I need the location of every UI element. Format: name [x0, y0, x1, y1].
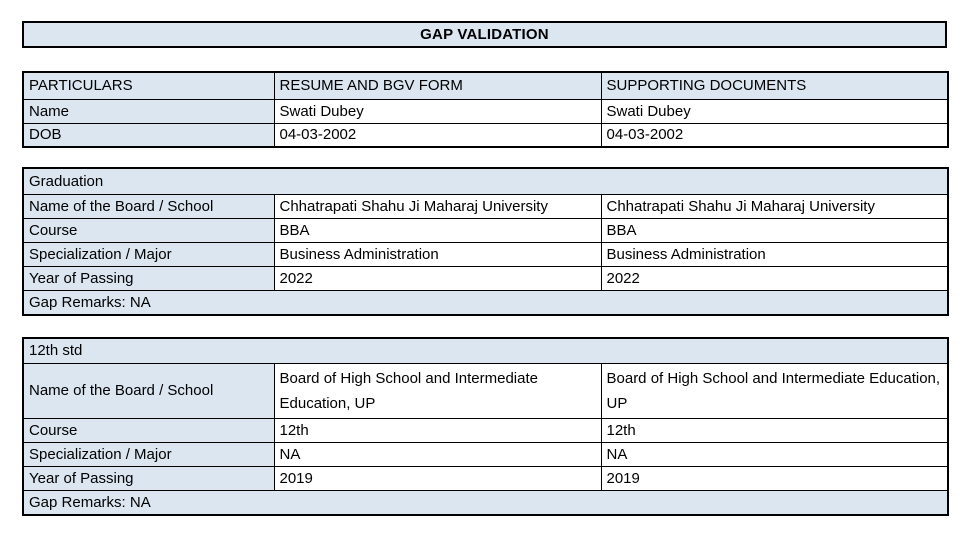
cell-grad-board-resume: Chhatrapati Shahu Ji Maharaj University [273, 193, 602, 219]
row-label-dob: DOB [22, 122, 275, 148]
cell-12th-specialization-resume: NA [273, 441, 602, 467]
row-label-year-of-passing: Year of Passing [22, 265, 275, 291]
row-label-year-of-passing: Year of Passing [22, 465, 275, 491]
table-row-dob: DOB 04-03-2002 04-03-2002 [22, 122, 949, 148]
section-heading-row: 12th std [22, 337, 949, 364]
table-row-specialization: Specialization / Major NA NA [22, 441, 949, 467]
gap-remarks-graduation: Gap Remarks: NA [22, 289, 949, 316]
cell-grad-specialization-supporting: Business Administration [600, 241, 949, 267]
cell-grad-board-supporting: Chhatrapati Shahu Ji Maharaj University [600, 193, 949, 219]
row-label-course: Course [22, 417, 275, 443]
gap-remarks-12th-std: Gap Remarks: NA [22, 489, 949, 516]
cell-name-resume: Swati Dubey [273, 98, 602, 124]
row-label-specialization: Specialization / Major [22, 441, 275, 467]
column-header-supporting-docs: SUPPORTING DOCUMENTS [600, 71, 949, 100]
section-heading-graduation: Graduation [22, 167, 949, 195]
cell-grad-year-resume: 2022 [273, 265, 602, 291]
cell-dob-supporting: 04-03-2002 [600, 122, 949, 148]
cell-12th-specialization-supporting: NA [600, 441, 949, 467]
cell-name-supporting: Swati Dubey [600, 98, 949, 124]
table-header-row: PARTICULARS RESUME AND BGV FORM SUPPORTI… [22, 71, 949, 100]
gap-remarks-row: Gap Remarks: NA [22, 289, 949, 316]
gap-remarks-row: Gap Remarks: NA [22, 489, 949, 516]
table-row-board-school: Name of the Board / School Board of High… [22, 362, 949, 419]
graduation-table: Graduation Name of the Board / School Ch… [22, 167, 950, 316]
cell-12th-year-supporting: 2019 [600, 465, 949, 491]
column-header-particulars: PARTICULARS [22, 71, 275, 100]
section-heading-row: Graduation [22, 167, 949, 195]
table-row-course: Course 12th 12th [22, 417, 949, 443]
cell-12th-course-resume: 12th [273, 417, 602, 443]
section-heading-12th-std: 12th std [22, 337, 949, 364]
table-row-year-of-passing: Year of Passing 2022 2022 [22, 265, 949, 291]
cell-dob-resume: 04-03-2002 [273, 122, 602, 148]
column-header-resume-bgv: RESUME AND BGV FORM [273, 71, 602, 100]
twelfth-std-table: 12th std Name of the Board / School Boar… [22, 337, 950, 516]
cell-grad-course-supporting: BBA [600, 217, 949, 243]
cell-grad-course-resume: BBA [273, 217, 602, 243]
table-row-board-school: Name of the Board / School Chhatrapati S… [22, 193, 949, 219]
table-row-course: Course BBA BBA [22, 217, 949, 243]
table-row-year-of-passing: Year of Passing 2019 2019 [22, 465, 949, 491]
cell-12th-course-supporting: 12th [600, 417, 949, 443]
cell-12th-board-resume: Board of High School and Intermediate Ed… [273, 362, 602, 419]
table-row-specialization: Specialization / Major Business Administ… [22, 241, 949, 267]
page-title: GAP VALIDATION [22, 21, 947, 48]
cell-12th-year-resume: 2019 [273, 465, 602, 491]
cell-grad-specialization-resume: Business Administration [273, 241, 602, 267]
row-label-specialization: Specialization / Major [22, 241, 275, 267]
row-label-course: Course [22, 217, 275, 243]
cell-grad-year-supporting: 2022 [600, 265, 949, 291]
personal-info-table: PARTICULARS RESUME AND BGV FORM SUPPORTI… [22, 71, 949, 148]
row-label-name: Name [22, 98, 275, 124]
row-label-board-school: Name of the Board / School [22, 193, 275, 219]
cell-12th-board-supporting: Board of High School and Intermediate Ed… [600, 362, 949, 419]
table-row-name: Name Swati Dubey Swati Dubey [22, 98, 949, 124]
row-label-board-school: Name of the Board / School [22, 362, 275, 419]
